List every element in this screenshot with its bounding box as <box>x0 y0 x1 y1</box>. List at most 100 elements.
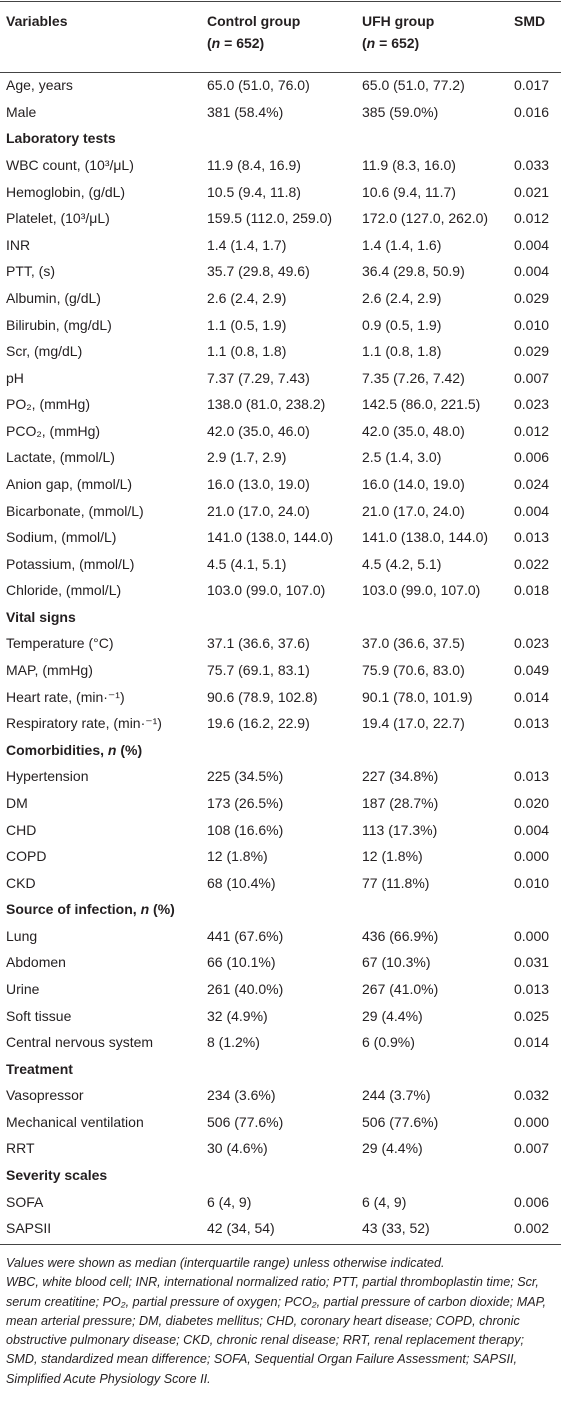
table-cell: 12 (1.8%) <box>362 848 423 865</box>
table-cell: 108 (16.6%) <box>207 821 284 838</box>
section-header: Severity scales <box>6 1167 108 1184</box>
table-cell: 0.012 <box>514 422 550 439</box>
table-cell: 77 (11.8%) <box>362 874 430 891</box>
table-cell: 0.029 <box>514 289 550 306</box>
table-cell: Anion gap, (mmol/L) <box>6 475 133 492</box>
column-header: Control group <box>207 13 301 29</box>
table-cell: Vasopressor <box>6 1087 84 1104</box>
table-cell: 0.006 <box>514 449 550 466</box>
table-cell: 7.37 (7.29, 7.43) <box>207 369 310 386</box>
section-header: Comorbidities, n (%) <box>6 741 143 758</box>
table-cell: PTT, (s) <box>6 263 55 280</box>
table-cell: 103.0 (99.0, 107.0) <box>207 582 326 599</box>
table-cell: 0.007 <box>514 369 550 386</box>
table-cell: 0.014 <box>514 1034 550 1051</box>
table-cell: 37.0 (36.6, 37.5) <box>362 635 465 652</box>
table-cell: 42 (34, 54) <box>207 1220 275 1237</box>
table-cell: 0.004 <box>514 263 550 280</box>
table-cell: 0.013 <box>514 768 550 785</box>
table-cell: 0.013 <box>514 981 550 997</box>
table-cell: 0.013 <box>514 715 550 732</box>
table-cell: Mechanical ventilation <box>6 1113 144 1130</box>
table-cell: 16.0 (13.0, 19.0) <box>207 475 310 492</box>
table-cell: Central nervous system <box>6 1034 154 1051</box>
table-cell: Albumin, (g/dL) <box>6 289 101 306</box>
table-cell: Bicarbonate, (mmol/L) <box>6 502 144 519</box>
footnote-line: Values were shown as median (interquarti… <box>6 1256 445 1270</box>
column-header-sub: (n = 652) <box>207 35 265 51</box>
table-cell: 30 (4.6%) <box>207 1140 268 1157</box>
table-cell: 0.010 <box>514 874 550 891</box>
table-cell: SAPSII <box>6 1220 52 1237</box>
table-cell: 43 (33, 52) <box>362 1220 430 1237</box>
table-cell: Male <box>6 103 37 120</box>
table-cell: 35.7 (29.8, 49.6) <box>207 263 310 280</box>
table-cell: 75.9 (70.6, 83.0) <box>362 662 465 679</box>
table-cell: 159.5 (112.0, 259.0) <box>207 210 333 227</box>
rule <box>0 72 561 73</box>
table-cell: 6 (4, 9) <box>362 1193 407 1210</box>
table-cell: 37.1 (36.6, 37.6) <box>207 635 310 652</box>
table-cell: MAP, (mmHg) <box>6 662 93 679</box>
table-cell: 225 (34.5%) <box>207 768 284 785</box>
section-header: Laboratory tests <box>6 130 116 147</box>
table-cell: Bilirubin, (mg/dL) <box>6 316 112 333</box>
table-cell: 234 (3.6%) <box>207 1087 276 1104</box>
table-cell: 12 (1.8%) <box>207 848 268 865</box>
table-cell: WBC count, (10³/μL) <box>6 157 134 174</box>
table-cell: Scr, (mg/dL) <box>6 343 83 360</box>
table-cell: 29 (4.4%) <box>362 1140 423 1157</box>
table-cell: 0.032 <box>514 1087 550 1104</box>
table-cell: 381 (58.4%) <box>207 103 284 120</box>
table-cell: 0.014 <box>514 688 550 705</box>
section-header: Source of infection, n (%) <box>6 901 175 918</box>
table-cell: Platelet, (10³/μL) <box>6 210 110 227</box>
table-cell: 10.6 (9.4, 11.7) <box>362 183 456 200</box>
table-cell: 90.6 (78.9, 102.8) <box>207 688 318 705</box>
table-cell: 11.9 (8.4, 16.9) <box>207 157 301 174</box>
table-cell: 172.0 (127.0, 262.0) <box>362 210 489 227</box>
table-cell: 19.4 (17.0, 22.7) <box>362 715 465 732</box>
table-cell: RRT <box>6 1140 35 1157</box>
table-cell: 1.4 (1.4, 1.7) <box>207 236 287 253</box>
table-cell: 142.5 (86.0, 221.5) <box>362 396 481 413</box>
table-cell: Respiratory rate, (min·⁻¹) <box>6 715 162 732</box>
column-header-sub: (n = 652) <box>362 35 420 51</box>
table-cell: 0.004 <box>514 236 550 253</box>
table-cell: 441 (67.6%) <box>207 927 284 944</box>
table-cell: 0.013 <box>514 529 550 546</box>
table-cell: Potassium, (mmol/L) <box>6 555 135 572</box>
table-cell: 0.023 <box>514 635 550 652</box>
table-cell: 0.017 <box>514 77 550 94</box>
table-cell: 4.5 (4.2, 5.1) <box>362 555 442 572</box>
table-cell: 0.9 (0.5, 1.9) <box>362 316 442 333</box>
table-cell: 2.6 (2.4, 2.9) <box>362 289 442 306</box>
table-cell: Soft tissue <box>6 1007 72 1024</box>
table-cell: Lung <box>6 927 38 944</box>
table-cell: 0.024 <box>514 475 550 492</box>
table-cell: 16.0 (14.0, 19.0) <box>362 475 465 492</box>
table-cell: 10.5 (9.4, 11.8) <box>207 183 301 200</box>
table-cell: 68 (10.4%) <box>207 874 276 891</box>
table-cell: 385 (59.0%) <box>362 103 439 120</box>
table-cell: 19.6 (16.2, 22.9) <box>207 715 310 732</box>
table-cell: 29 (4.4%) <box>362 1007 423 1024</box>
table-cell: INR <box>6 236 31 253</box>
table-cell: 0.023 <box>514 396 550 413</box>
table-cell: CKD <box>6 874 36 891</box>
table-cell: PCO₂, (mmHg) <box>6 422 101 439</box>
rule <box>0 1243 561 1245</box>
table-cell: 1.1 (0.8, 1.8) <box>362 343 442 360</box>
table-cell: 8 (1.2%) <box>207 1034 260 1051</box>
table-cell: 75.7 (69.1, 83.1) <box>207 662 310 679</box>
table-cell: SOFA <box>6 1193 44 1210</box>
footnote-line: WBC, white blood cell; INR, internationa… <box>6 1275 546 1386</box>
table-cell: 261 (40.0%) <box>207 981 284 997</box>
table-cell: 0.020 <box>514 794 550 811</box>
table-cell: 32 (4.9%) <box>207 1007 268 1024</box>
table-cell: 21.0 (17.0, 24.0) <box>362 502 465 519</box>
table-cell: 0.049 <box>514 662 550 679</box>
table-cell: 7.35 (7.26, 7.42) <box>362 369 465 386</box>
table-cell: 267 (41.0%) <box>362 981 439 997</box>
